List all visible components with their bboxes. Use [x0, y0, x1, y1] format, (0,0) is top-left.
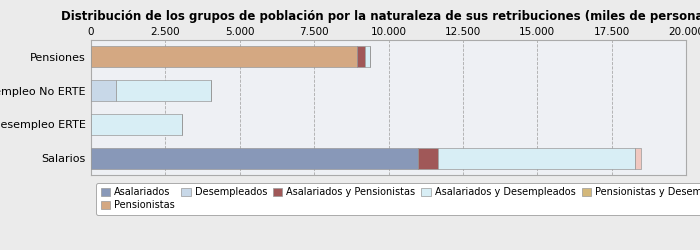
Bar [365, 46, 370, 67]
Bar [91, 46, 357, 67]
Bar [91, 114, 182, 135]
Title: Distribución de los grupos de población por la naturaleza de sus retribuciones (: Distribución de los grupos de población … [61, 10, 700, 23]
Bar [91, 80, 116, 101]
Legend: Asalariados, Pensionistas, Desempleados, Asalariados y Pensionistas, Asalariados: Asalariados, Pensionistas, Desempleados,… [96, 182, 700, 215]
Bar [116, 80, 211, 101]
Bar [91, 148, 419, 169]
Bar [635, 148, 641, 169]
Bar [357, 46, 365, 67]
Bar [438, 148, 635, 169]
Bar [419, 148, 438, 169]
